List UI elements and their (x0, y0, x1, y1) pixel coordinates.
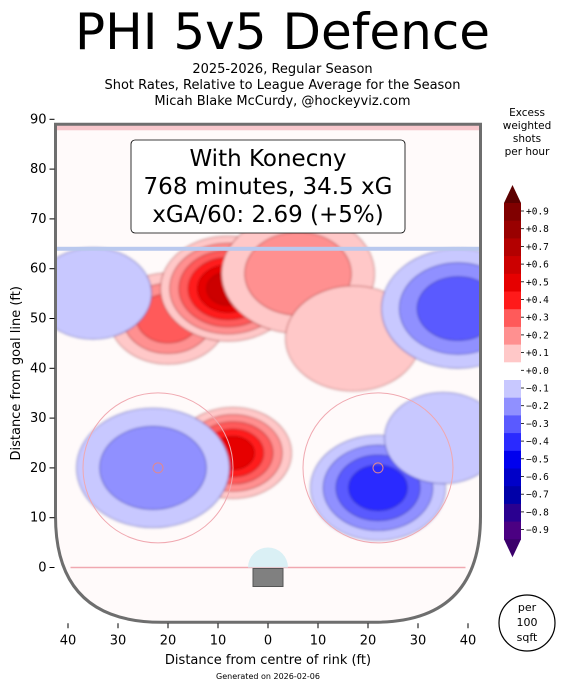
colorbar-label-9: +0.0 (526, 366, 549, 377)
per-area-badge: per 100 sqft (498, 594, 556, 652)
colorbar-swatch-16 (504, 486, 521, 505)
colorbar-swatch-8 (504, 344, 521, 363)
colorbar-swatch-9 (504, 362, 521, 381)
goal-net (252, 568, 284, 587)
per-area-label-100: 100 (517, 616, 538, 629)
colorbar-label-14: −0.5 (526, 454, 549, 465)
colorbar-label-10: −0.1 (526, 384, 549, 395)
colorbar-label-6: +0.3 (526, 313, 549, 324)
colorbar-label-13: −0.4 (526, 437, 549, 448)
faceoff-circle-right (302, 392, 454, 544)
colorbar-swatch-11 (504, 397, 521, 416)
blue-line (55, 246, 481, 251)
colorbar-swatch-17 (504, 503, 521, 523)
colorbar-swatch-13 (504, 433, 521, 452)
colorbar-swatch-5 (504, 291, 521, 310)
faceoff-dot-right (372, 462, 384, 474)
y-tick-label-70: 70 (30, 212, 47, 227)
per-area-label-per: per (518, 601, 537, 614)
generated-date: Generated on 2026-02-06 (216, 672, 320, 681)
colorbar-label-1: +0.8 (526, 224, 549, 235)
y-tick-label-40: 40 (30, 361, 47, 376)
colorbar-label-18: −0.9 (526, 525, 549, 536)
colorbar-label-5: +0.4 (526, 295, 549, 306)
y-tick-label-90: 90 (30, 112, 47, 127)
x-tick-label-5: 10 (310, 633, 327, 648)
colorbar-title-line-1: weighted (503, 120, 552, 132)
colorbar-swatch-7 (504, 326, 521, 346)
x-tick-label-3: 10 (210, 633, 227, 648)
colorbar-swatch-10 (504, 380, 521, 399)
x-tick-label-0: 40 (60, 633, 77, 648)
y-tick-label-0: 0 (38, 561, 46, 576)
heatmap-contour-9-1 (384, 391, 481, 485)
faceoff-circle-left (82, 392, 234, 544)
callout-player: With Konecny (189, 146, 346, 172)
y-axis-label: Distance from goal line (ft) (9, 286, 24, 460)
colorbar-label-15: −0.6 (526, 472, 549, 483)
heatmap-contour-7-4 (348, 464, 408, 512)
colorbar-label-3: +0.6 (526, 260, 549, 271)
x-tick-label-4: 0 (264, 633, 272, 648)
colorbar-label-16: −0.7 (526, 490, 549, 501)
heatmap-contour-6-1 (55, 247, 152, 340)
callout-minutes-xg: 768 minutes, 34.5 xG (144, 174, 393, 200)
colorbar-label-0: +0.9 (526, 207, 549, 218)
x-tick-label-8: 40 (460, 633, 477, 648)
x-axis-label: Distance from centre of rink (ft) (165, 653, 371, 668)
y-tick-label-10: 10 (30, 511, 47, 526)
x-tick-label-2: 20 (160, 633, 177, 648)
faceoff-dot-left (152, 462, 164, 474)
colorbar-label-12: −0.3 (526, 419, 549, 430)
colorbar-label-4: +0.5 (526, 277, 549, 288)
heatmap-contour-8-3 (416, 276, 481, 341)
x-tick-label-6: 20 (360, 633, 377, 648)
callout-box: With Konecny 768 minutes, 34.5 xG xGA/60… (130, 139, 406, 234)
colorbar-swatch-18 (504, 521, 521, 540)
colorbar-label-11: −0.2 (526, 401, 549, 412)
colorbar-swatch-12 (504, 415, 521, 434)
colorbar-title-line-3: per hour (505, 146, 551, 158)
x-tick-label-1: 30 (110, 633, 127, 648)
per-area-label-sqft: sqft (517, 631, 538, 644)
colorbar-label-2: +0.7 (526, 242, 549, 253)
rink-boards (54, 122, 482, 624)
rink-markings (54, 122, 482, 624)
red-line-top (55, 124, 481, 131)
y-tick-label-50: 50 (30, 312, 47, 327)
colorbar-swatch-1 (504, 220, 521, 239)
y-tick-label-80: 80 (30, 162, 47, 177)
callout-xga-rate: xGA/60: 2.69 (+5%) (152, 202, 383, 228)
colorbar-title-line-0: Excess (509, 107, 545, 119)
colorbar-swatch-3 (504, 256, 521, 275)
colorbar-swatch-15 (504, 468, 521, 487)
x-tick-label-7: 30 (410, 633, 427, 648)
chart-subtitle-description: Shot Rates, Relative to League Average f… (104, 78, 461, 93)
colorbar-swatch-6 (504, 309, 521, 328)
chart-title: PHI 5v5 Defence (74, 3, 491, 61)
goal-crease (248, 547, 288, 568)
chart-axes: 0 10 20 30 40 50 60 70 80 90 40 30 20 10 0 10 20 30 40 Dist… (9, 112, 476, 668)
colorbar-label-17: −0.8 (526, 507, 549, 518)
colorbar-label-7: +0.2 (526, 330, 549, 341)
y-tick-label-20: 20 (30, 461, 47, 476)
chart-subtitle-author: Micah Blake McCurdy, @hockeyviz.com (154, 94, 411, 109)
colorbar-swatch-14 (504, 450, 521, 469)
colorbar-swatch-4 (504, 273, 521, 292)
y-tick-label-30: 30 (30, 411, 47, 426)
chart-subtitle-season: 2025-2026, Regular Season (192, 62, 373, 77)
colorbar-title-line-2: shots (513, 133, 541, 145)
colorbar-swatch-0 (504, 203, 521, 222)
colorbar-extend-top (504, 185, 521, 203)
y-tick-label-60: 60 (30, 262, 47, 277)
colorbar-label-8: +0.1 (526, 348, 549, 359)
colorbar-swatch-2 (504, 238, 521, 257)
colorbar-extend-bottom (504, 539, 521, 558)
